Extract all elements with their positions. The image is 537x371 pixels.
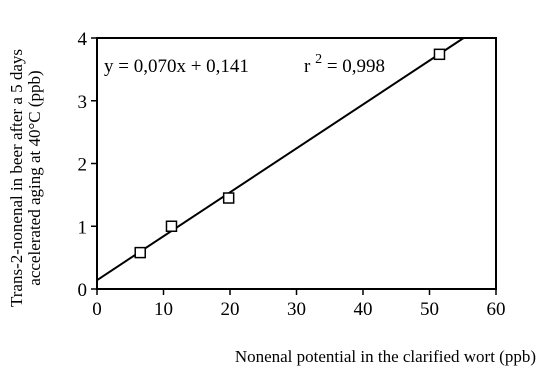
y-tick-label: 0	[78, 280, 88, 301]
x-tick-label: 0	[92, 299, 102, 320]
y-axis-label: Trans-2-nonenal in beer after a 5 days a…	[7, 49, 44, 307]
x-tick-label: 50	[420, 299, 439, 320]
y-tick-label: 3	[78, 92, 88, 113]
r-label: r	[304, 56, 311, 77]
y-axis-label-line-2: accelerated aging at 40°C (ppb)	[25, 70, 44, 285]
x-tick-label: 40	[354, 299, 373, 320]
data-points	[134, 48, 446, 259]
data-point	[165, 220, 178, 232]
x-tick-label: 10	[154, 299, 173, 320]
x-axis-label: Nonenal potential in the clarified wort …	[235, 347, 536, 366]
y-axis-label-line-1: Trans-2-nonenal in beer after a 5 days	[7, 49, 26, 307]
plot-area	[96, 37, 497, 290]
tick-labels: 0 10 20 30 40 50 60 0 1 2 3 4	[78, 29, 506, 320]
x-tick-label: 30	[287, 299, 306, 320]
x-tick-label: 60	[487, 299, 506, 320]
data-point	[433, 48, 446, 61]
y-tick-label: 2	[78, 155, 88, 176]
data-point	[134, 246, 146, 259]
regression-equation: y = 0,070x + 0,141 r 2 = 0,998	[104, 47, 385, 77]
regression-line	[96, 37, 465, 281]
r-value: = 0,998	[327, 56, 385, 77]
equation-text: y = 0,070x + 0,141	[104, 56, 249, 77]
y-tick-label: 1	[78, 217, 88, 238]
r-exponent: 2	[315, 52, 322, 67]
data-point	[222, 192, 235, 204]
y-tick-label: 4	[78, 29, 88, 50]
x-tick-label: 20	[221, 299, 240, 320]
